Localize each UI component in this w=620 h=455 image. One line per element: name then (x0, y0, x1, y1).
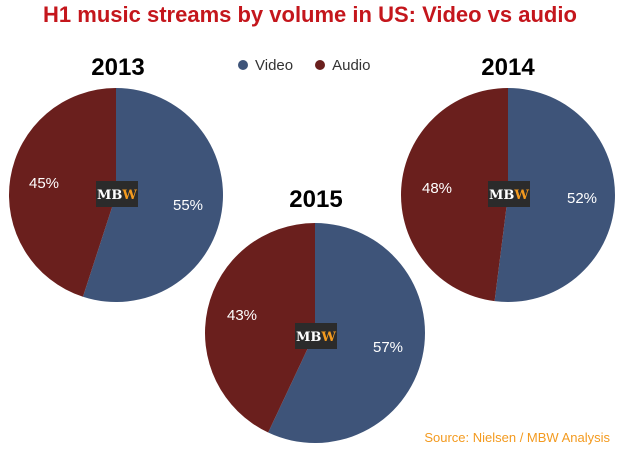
legend-label-video: Video (255, 56, 294, 74)
legend-swatch-audio (315, 60, 326, 70)
legend-label-audio: Audio (332, 56, 371, 74)
mbw-logo-text-2014: MBW (489, 188, 529, 203)
mbw-logo-w-2014: W (513, 188, 529, 203)
mbw-logo-2013: MBW (96, 181, 138, 207)
pie-slice-2014-video (494, 88, 615, 302)
mbw-logo-bg-2013 (96, 181, 138, 207)
data-label-2014-video: 52% (567, 190, 597, 207)
year-label-2015: 2015 (289, 186, 343, 213)
mbw-logo-w-2015: W (320, 330, 336, 345)
pie-slice-2015-audio (205, 223, 315, 433)
data-label-2015-audio: 43% (227, 307, 257, 324)
year-label-2013: 2013 (91, 54, 145, 81)
mbw-logo-bg-2014 (488, 181, 530, 207)
legend-swatch-video (238, 60, 248, 70)
pie-slice-2014-audio (400, 88, 508, 302)
mbw-logo-2015: MBW (295, 323, 337, 349)
mbw-logo-text-2015: MBW (296, 330, 336, 345)
mbw-logo-mb-2013: MB (97, 188, 122, 203)
mbw-logo-mb-2014: MB (489, 188, 514, 203)
pie-slice-2013-video (82, 88, 224, 302)
chart-title: H1 music streams by volume in US: Video … (43, 2, 577, 27)
mbw-logo-w-2013: W (121, 188, 137, 203)
pie-slice-2013-audio (9, 88, 117, 297)
mbw-logo-2014: MBW (488, 181, 530, 207)
legend-item-video: Video (238, 57, 293, 74)
data-label-2013-video: 55% (173, 197, 203, 214)
mbw-logo-mb-2015: MB (296, 330, 321, 345)
mbw-logo-text-2013: MBW (97, 188, 137, 203)
pie-slice-2015-video (268, 223, 426, 444)
source-note: Source: Nielsen / MBW Analysis (424, 430, 610, 445)
legend: Video Audio (238, 56, 392, 74)
data-label-2015-video: 57% (373, 339, 403, 356)
data-label-2013-audio: 45% (29, 175, 59, 192)
year-label-2014: 2014 (481, 54, 535, 81)
legend-item-audio: Audio (315, 57, 370, 74)
mbw-logo-bg-2015 (295, 323, 337, 349)
data-label-2014-audio: 48% (422, 180, 452, 197)
